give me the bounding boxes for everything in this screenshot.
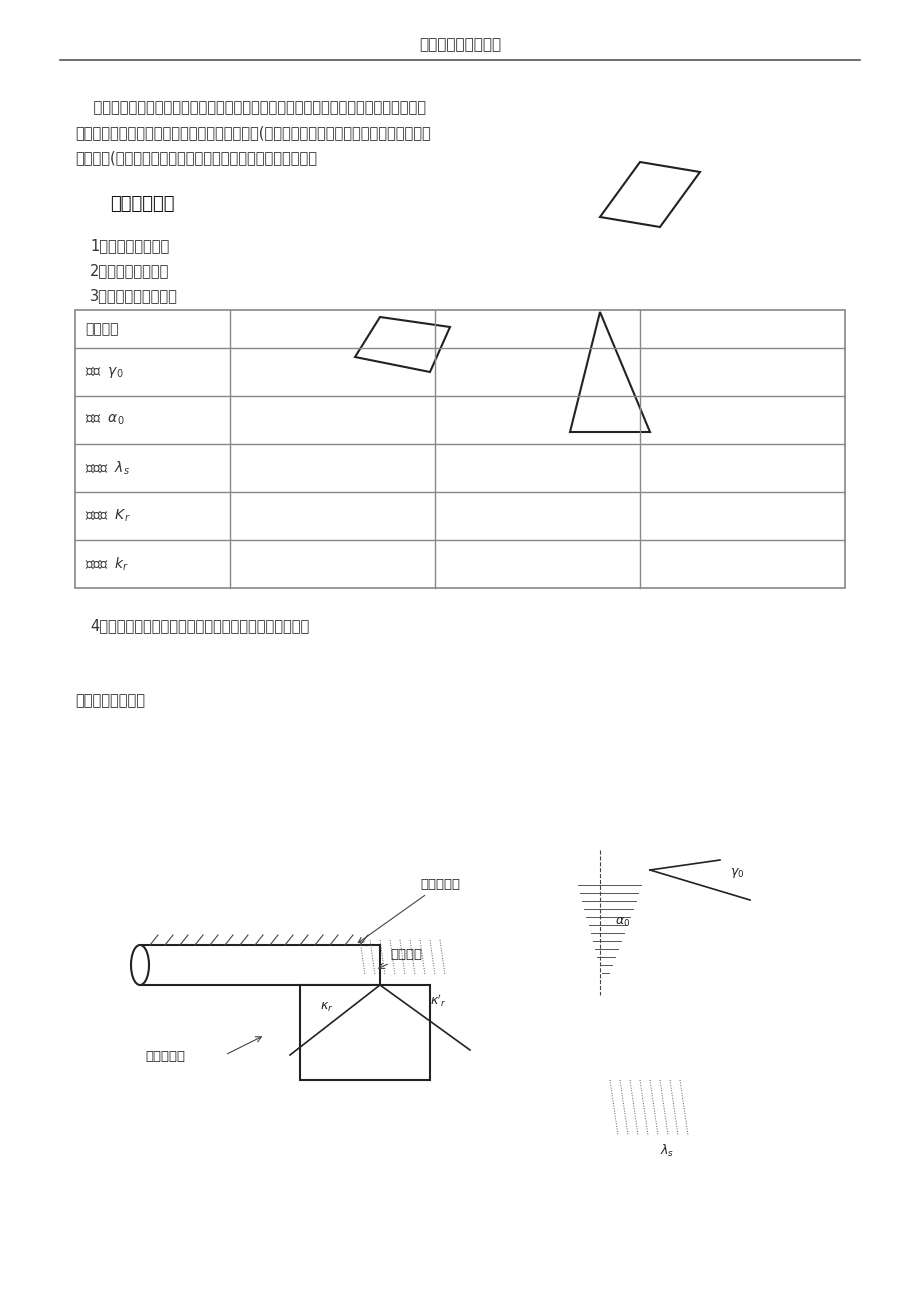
Text: 厚德载物，经世致用: 厚德载物，经世致用	[418, 38, 501, 52]
Text: 的定义，在刀刃选定点上，用量角台的指针平面(或侧面或底面），与构成被测角度的面或线: 的定义，在刀刃选定点上，用量角台的指针平面(或侧面或底面），与构成被测角度的面或…	[75, 125, 430, 141]
Text: 4、按测得的数据绘制外圆车刀的工作图（用铅笔绘制）: 4、按测得的数据绘制外圆车刀的工作图（用铅笔绘制）	[90, 618, 309, 633]
Text: 刃倾角  $\lambda_s$: 刃倾角 $\lambda_s$	[85, 460, 130, 477]
Text: $\gamma_0$: $\gamma_0$	[729, 866, 743, 880]
Polygon shape	[355, 316, 449, 372]
Text: 1、实验刀具名称：: 1、实验刀具名称：	[90, 238, 169, 253]
Bar	[300, 986, 429, 1079]
Text: $\kappa'_r$: $\kappa'_r$	[429, 992, 447, 1009]
Text: 车刀的静态角度可以用车刀量角台进行测量，其测量的基本原理是：按照车刀静态角度: 车刀的静态角度可以用车刀量角台进行测量，其测量的基本原理是：按照车刀静态角度	[75, 100, 425, 115]
Text: 紧密贴合(或相平行、或相垂直），把要测量的角度测量出来。: 紧密贴合(或相平行、或相垂直），把要测量的角度测量出来。	[75, 150, 317, 165]
Ellipse shape	[130, 945, 149, 986]
Text: 六．实验记录: 六．实验记录	[110, 195, 175, 214]
Text: $\lambda_s$: $\lambda_s$	[659, 1143, 674, 1159]
Polygon shape	[599, 161, 699, 227]
Text: $\alpha_0$: $\alpha_0$	[614, 917, 630, 930]
Text: 后角  $\alpha_0$: 后角 $\alpha_0$	[85, 413, 124, 427]
Text: 前角  $\gamma_0$: 前角 $\gamma_0$	[85, 365, 123, 379]
Text: 已加工表面: 已加工表面	[357, 878, 460, 943]
Text: 3、被测刀具数据记录: 3、被测刀具数据记录	[90, 288, 177, 303]
Text: 加工表面: 加工表面	[390, 948, 422, 961]
Text: 副偏角  $k_r$: 副偏角 $k_r$	[85, 555, 130, 573]
Bar	[75, 310, 844, 589]
Text: 刀具图绘制（例）: 刀具图绘制（例）	[75, 693, 145, 708]
Polygon shape	[570, 312, 650, 432]
Bar	[140, 945, 380, 986]
Text: 主偏角  $K_r$: 主偏角 $K_r$	[85, 508, 130, 525]
Text: 2、实验刀具材料：: 2、实验刀具材料：	[90, 263, 169, 279]
Text: 待加工表面: 待加工表面	[145, 1049, 185, 1062]
Text: 测量数据: 测量数据	[85, 322, 119, 336]
Text: $\kappa_r$: $\kappa_r$	[320, 1001, 333, 1014]
